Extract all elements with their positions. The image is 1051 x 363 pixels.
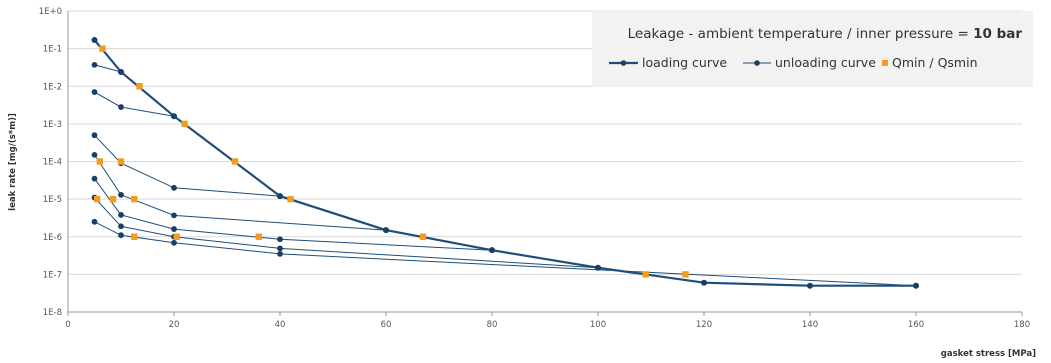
legend: Leakage - ambient temperature / inner pr… [592, 11, 1033, 87]
loading-curve-point [595, 264, 601, 271]
loading-curve-point [701, 279, 707, 286]
unloading-curve-line [94, 134, 281, 197]
loading-curve-point [118, 68, 124, 75]
y-tick-label: 1E-7 [43, 270, 62, 280]
legend-qmin-marker-icon [882, 60, 888, 66]
loading-curve-point [489, 247, 495, 254]
x-tick-label: 100 [590, 320, 606, 330]
axes [67, 11, 1023, 316]
y-tick-label: 1E-2 [43, 82, 62, 92]
y-tick-label: 1E+0 [39, 7, 62, 17]
x-tick-labels: 0 20 40 60 80 100 120 140 160 180 [65, 320, 1030, 330]
unloading-curve-point [91, 175, 98, 182]
unloading-curve-point [91, 89, 98, 95]
x-tick-label: 140 [802, 320, 818, 330]
qmin-point [255, 233, 262, 240]
legend-qmin-label: Qmin / Qsmin [892, 55, 978, 70]
unloading-curve-point [277, 251, 283, 257]
loading-curve-point [913, 282, 919, 289]
qmin-point [136, 83, 143, 90]
unloading-curve-point [91, 61, 98, 68]
qmin-point [93, 195, 101, 203]
x-tick-label: 20 [169, 320, 180, 330]
legend-title-text: Leakage - ambient temperature / inner pr… [628, 26, 973, 42]
loading-curve-point [91, 36, 98, 43]
qmin-point [117, 158, 125, 165]
loading-curve-point [383, 227, 389, 234]
qmin-point [96, 158, 103, 165]
unloading-curve-point [171, 184, 177, 191]
y-axis-title: leak rate [mg/(s*m)] [8, 113, 18, 211]
legend-title: Leakage - ambient temperature / inner pr… [628, 26, 1023, 42]
legend-loading-marker-icon [620, 60, 627, 66]
qmin-point [287, 195, 294, 203]
qmin-point [231, 158, 239, 165]
unloading-curve-point [171, 239, 177, 246]
qmin-point [109, 195, 117, 203]
x-tick-label: 80 [487, 320, 498, 330]
unloading-curve-line [94, 64, 122, 73]
legend-background [592, 11, 1033, 87]
legend-unloading-marker-icon [754, 60, 760, 66]
qmin-point [419, 233, 427, 240]
y-tick-label: 1E-3 [43, 120, 62, 130]
qmin-points [93, 45, 689, 278]
y-tick-labels: 1E-8 1E-7 1E-6 1E-5 1E-4 1E-3 1E-2 1E-1 1E+0 [39, 7, 62, 318]
qmin-point [173, 233, 180, 240]
loading-curve-point [277, 193, 283, 200]
unloading-curve-point [91, 151, 98, 158]
x-tick-label: 0 [65, 320, 70, 330]
y-tick-label: 1E-4 [43, 158, 62, 168]
unloading-curve-point [118, 191, 124, 198]
unloading-curve-line [94, 154, 387, 231]
legend-title-emphasis: 10 bar [973, 26, 1022, 42]
x-tick-label: 40 [275, 320, 286, 330]
unloading-curve-point [171, 212, 177, 219]
y-tick-label: 1E-1 [43, 45, 62, 55]
unloading-curve-point [118, 212, 124, 218]
qmin-point [131, 233, 138, 240]
unloading-curve-point [91, 218, 98, 225]
y-tick-label: 1E-8 [43, 308, 62, 318]
qmin-point [131, 195, 138, 203]
unloading-curve-point [118, 232, 124, 239]
loading-curve-point [807, 282, 813, 289]
loading-curve [91, 36, 919, 289]
unloading-curve-point [118, 223, 124, 230]
x-tick-label: 60 [381, 320, 392, 330]
x-tick-label: 120 [696, 320, 712, 330]
x-tick-label: 160 [908, 320, 924, 330]
legend-loading-label: loading curve [642, 55, 727, 70]
loading-curve-line [93, 39, 916, 287]
x-tick-label: 180 [1014, 320, 1030, 330]
unloading-curve-point [277, 236, 283, 243]
qmin-point [99, 45, 106, 52]
loading-curve-point [171, 113, 177, 120]
qmin-point [642, 271, 649, 278]
unloading-curve-point [118, 104, 124, 110]
unloading-curve-point [91, 132, 98, 139]
qmin-point [682, 271, 689, 278]
qmin-point [181, 120, 188, 128]
y-tick-label: 1E-5 [43, 195, 62, 205]
unloading-curve-point [171, 226, 177, 232]
y-tick-label: 1E-6 [43, 233, 62, 243]
unloading-curve-point [277, 245, 283, 252]
x-axis-title: gasket stress [MPa] [941, 349, 1036, 359]
legend-unloading-label: unloading curve [775, 55, 876, 70]
